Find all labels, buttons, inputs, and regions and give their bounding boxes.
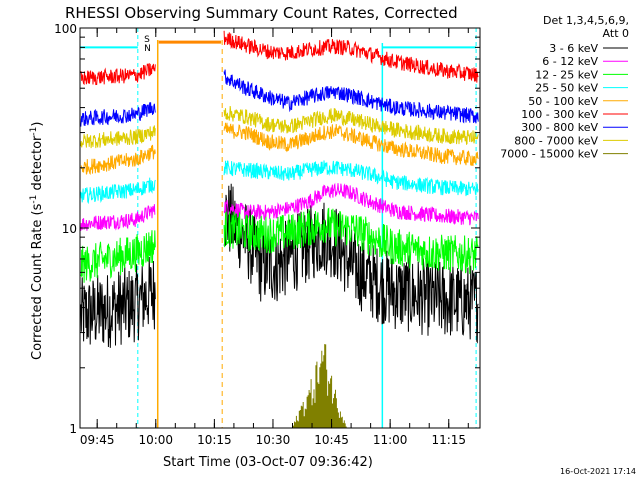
footer-date: 16-Oct-2021 17:14 <box>560 467 636 476</box>
x-tick-label: 10:15 <box>197 433 232 447</box>
legend-label: 100 - 300 keV <box>521 108 598 121</box>
series-line <box>80 122 479 175</box>
series-line <box>80 69 479 127</box>
series-line <box>80 207 479 283</box>
flag-label-s: S <box>144 35 150 45</box>
series-group <box>80 122 479 175</box>
y-tick-label: 1 <box>69 422 77 436</box>
legend-label: 12 - 25 keV <box>535 68 598 81</box>
x-tick-label: 11:00 <box>373 433 408 447</box>
x-tick-label: 11:15 <box>431 433 466 447</box>
x-tick-label: 10:45 <box>314 433 349 447</box>
series-line <box>80 105 479 149</box>
chart-title: RHESSI Observing Summary Count Rates, Co… <box>65 4 458 22</box>
flag-label-n: N <box>144 44 151 54</box>
legend-label: 3 - 6 keV <box>549 42 598 55</box>
series-group <box>80 182 479 231</box>
series-group <box>80 207 479 283</box>
series-line <box>80 182 479 231</box>
y-axis-label: Corrected Count Rate (s-1 detector-1) <box>29 122 45 360</box>
series-group <box>80 69 479 127</box>
legend-header: Det 1,3,4,5,6,9, <box>543 14 629 27</box>
legend-label: 50 - 100 keV <box>528 95 598 108</box>
series-group <box>80 160 479 205</box>
legend-label: 25 - 50 keV <box>535 82 598 95</box>
legend-label: 800 - 7000 keV <box>514 134 598 147</box>
y-tick-label: 10 <box>62 222 77 236</box>
legend-label: 7000 - 15000 keV <box>500 148 598 161</box>
series-group <box>80 105 479 149</box>
legend-header: Att 0 <box>603 27 629 40</box>
x-tick-label: 10:00 <box>138 433 173 447</box>
x-tick-label: 09:45 <box>80 433 115 447</box>
series-group <box>293 344 347 428</box>
x-axis-label: Start Time (03-Oct-07 09:36:42) <box>163 455 373 470</box>
x-axis: 09:45 10:00 10:15 10:30 10:45 11:00 11:15 <box>80 28 469 447</box>
series-line <box>80 30 479 86</box>
legend-label: 6 - 12 keV <box>542 55 598 68</box>
x-tick-label: 10:30 <box>256 433 291 447</box>
series-line <box>80 160 479 205</box>
flag-markers: SN <box>79 28 477 428</box>
legend-label: 300 - 800 keV <box>521 121 598 134</box>
y-axis: 100 10 1 <box>54 22 480 436</box>
y-tick-label: 100 <box>54 22 77 36</box>
series-line <box>293 344 347 428</box>
series-group <box>80 30 479 86</box>
series-layer <box>80 30 479 428</box>
